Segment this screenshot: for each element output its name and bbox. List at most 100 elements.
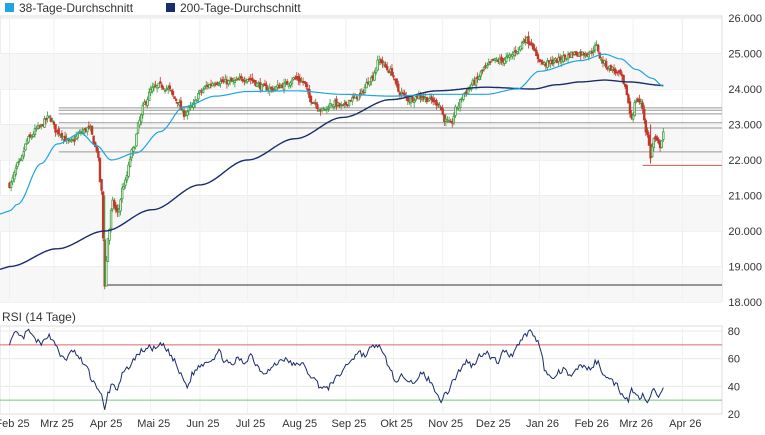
candle [162,85,165,90]
candle-body [592,50,595,53]
candle [446,116,449,123]
candle-body [436,103,440,106]
candle-body [452,115,456,124]
candle-body [325,106,329,110]
candle [290,77,294,88]
candle-body [246,78,249,83]
candle [535,46,538,57]
candle [43,115,46,129]
candle [633,99,636,117]
candle [170,89,173,95]
candle [239,73,243,82]
candle [182,107,186,121]
candle [650,142,654,158]
x-tick-label: Okt 25 [380,418,412,430]
candle [365,78,368,89]
candle [263,79,267,86]
candle [54,124,57,137]
candle [9,180,13,192]
candle-body [179,100,183,110]
candle-body [641,102,644,110]
candle [14,164,18,177]
candle [430,93,433,104]
candle-body [384,63,387,68]
candle [28,132,32,138]
candle [441,104,444,116]
candle-body [593,44,597,51]
candle [504,52,508,64]
candle [314,98,317,109]
candle-body [163,89,167,92]
candle-body [86,127,89,133]
y-tick-label: 20.000 [728,226,762,238]
candle [44,117,48,125]
candle [359,88,362,99]
candle-body [479,71,483,77]
price-grid-vertical [9,16,683,301]
candle [128,156,132,168]
candle-body [344,101,348,106]
candle-body [52,121,56,125]
candle-body [616,71,619,74]
candle-body [562,55,565,62]
candle [482,65,486,72]
candle-body [124,179,127,186]
candle [643,104,646,124]
candle [539,59,543,66]
candle-body [132,146,135,152]
candle [628,97,632,118]
candle-body [162,87,165,90]
candle [363,83,367,95]
candle [403,89,406,99]
candle [21,154,24,162]
x-tick-label: Feb 25 [0,418,30,430]
candle [368,81,371,88]
candle-body [146,99,149,106]
candle [439,106,443,111]
candle-body [655,136,659,141]
candle-body [241,78,244,82]
candle-body [381,60,384,64]
candle-body [217,83,221,86]
candle-body [411,96,414,102]
candle-body [286,81,289,85]
candle-body [631,114,635,120]
candle-body [159,81,162,84]
candle-body [619,69,622,75]
candle-body [458,99,462,109]
candle-body [454,106,457,117]
candle [140,113,143,126]
candle-body [49,117,52,122]
candle-body [530,42,533,45]
candle [60,129,64,141]
candle-body [365,82,368,89]
candle-body [482,67,486,71]
candle-body [441,108,444,115]
candle [138,116,141,128]
candle [146,96,149,109]
candle-body [590,51,594,54]
candle [51,117,54,123]
rsi-y-tick-label: 20 [728,409,740,421]
x-tick-label: Apr 25 [90,418,122,430]
candle-body [420,97,424,101]
legend-label-38-day: 38-Tage-Durchschnitt [19,1,134,15]
y-tick-label: 22.000 [728,155,762,167]
candle [563,53,567,63]
candle [133,145,137,150]
candle [512,47,516,61]
candle-body [412,100,416,104]
candle-body [51,120,54,123]
candle [493,57,497,64]
candle [406,97,410,105]
candle-body [230,78,233,82]
x-tick-label: Apr 26 [669,418,701,430]
candle-body [238,77,241,80]
candle-body [157,82,160,88]
candle-body [170,89,173,92]
candle-body [216,82,219,85]
candle-body [390,68,394,76]
candle [305,82,308,90]
candle [454,104,457,119]
